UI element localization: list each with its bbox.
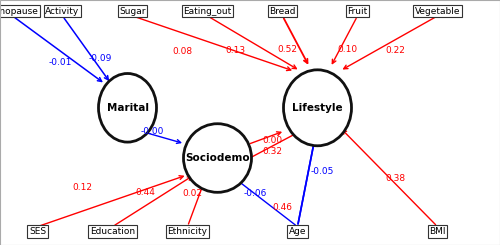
Text: 0.12: 0.12 [72,183,92,192]
Text: Sugar: Sugar [120,7,146,15]
Text: Sociodemo: Sociodemo [185,153,250,163]
Text: Ethnicity: Ethnicity [168,227,207,236]
Text: 0.44: 0.44 [135,188,155,197]
Text: -0.01: -0.01 [48,58,72,67]
Text: Marital: Marital [106,103,148,113]
Text: -0.09: -0.09 [88,54,112,63]
Text: 0.00: 0.00 [262,136,282,145]
Text: Age: Age [289,227,306,236]
Text: SES: SES [29,227,46,236]
Text: 0.22: 0.22 [385,46,405,55]
Text: 0.02: 0.02 [182,189,203,198]
Text: 0.38: 0.38 [385,174,405,183]
Ellipse shape [284,70,352,146]
Text: Eating_out: Eating_out [184,7,232,15]
Text: BMI: BMI [429,227,446,236]
Ellipse shape [98,74,156,142]
Text: Vegetable: Vegetable [415,7,460,15]
Text: 0.32: 0.32 [262,147,282,156]
Text: Education: Education [90,227,135,236]
Text: -0.05: -0.05 [311,167,334,176]
Text: 0.46: 0.46 [272,203,292,211]
Text: 0.08: 0.08 [172,47,193,56]
Text: 0.13: 0.13 [225,46,245,55]
Text: Bread: Bread [269,7,296,15]
Text: 0.10: 0.10 [338,45,357,53]
Text: -0.06: -0.06 [244,189,266,198]
Text: 0.52: 0.52 [278,45,297,53]
Text: Lifestyle: Lifestyle [292,103,343,113]
Text: -0.00: -0.00 [141,127,164,135]
Text: Menopause: Menopause [0,7,38,15]
Text: Activity: Activity [46,7,80,15]
Ellipse shape [184,124,252,192]
Text: Fruit: Fruit [348,7,368,15]
